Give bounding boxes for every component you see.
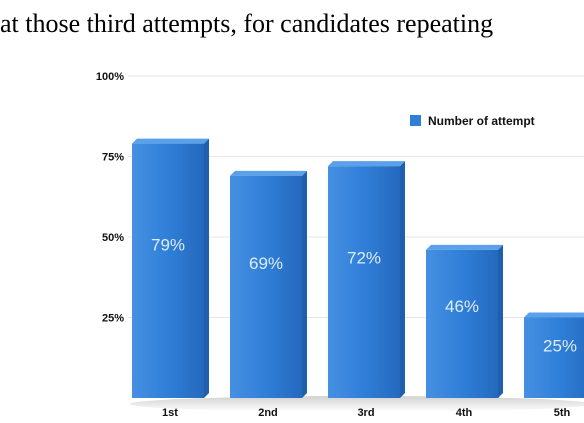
legend-label: Number of attempt [428, 114, 535, 128]
x-tick-label: 3rd [357, 407, 374, 419]
legend: Number of attempt [410, 114, 535, 128]
bar-front [132, 143, 204, 398]
x-tick-label: 5th [554, 407, 571, 419]
y-tick-label: 50% [102, 232, 124, 244]
bar-top [524, 312, 584, 318]
bar-front [524, 317, 584, 398]
y-tick-label: 75% [102, 152, 124, 164]
bar-2nd: 69% [230, 170, 307, 398]
x-tick-label: 2nd [258, 407, 278, 419]
bar-top [132, 138, 209, 144]
bar-top [230, 170, 307, 176]
x-tick-label: 1st [162, 407, 178, 419]
bar-value-label: 69% [249, 254, 283, 273]
bar-3rd: 72% [328, 161, 405, 398]
bar-1st: 79% [132, 138, 209, 398]
legend-swatch [410, 115, 421, 126]
bar-front [230, 175, 302, 398]
y-tick-label: 100% [96, 71, 124, 83]
bar-front [328, 166, 400, 398]
y-tick-label: 25% [102, 313, 124, 325]
bar-5th: 25% [524, 312, 584, 398]
bar-value-label: 72% [347, 249, 381, 268]
bar-top [426, 244, 503, 250]
caption-text: at those third attempts, for candidates … [0, 9, 494, 38]
bar-top [328, 161, 405, 167]
bar-front [426, 249, 498, 398]
bar-side [204, 138, 209, 398]
bar-value-label: 25% [543, 336, 577, 355]
x-tick-label: 4th [456, 407, 473, 419]
bar-value-label: 46% [445, 297, 479, 316]
floor-shadow [130, 396, 584, 412]
bar-side [302, 170, 307, 398]
bar-4th: 46% [426, 244, 503, 398]
bar-side [400, 161, 405, 398]
bar-value-label: 79% [151, 235, 185, 254]
bar-side [498, 244, 503, 398]
